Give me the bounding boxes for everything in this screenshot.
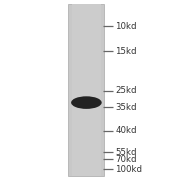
Text: 15kd: 15kd (115, 47, 137, 56)
Bar (68, 4, 104, 176)
Text: 40kd: 40kd (115, 126, 137, 135)
Ellipse shape (71, 96, 102, 109)
Text: 55kd: 55kd (115, 148, 137, 157)
Text: 70kd: 70kd (115, 155, 137, 164)
Text: 10kd: 10kd (115, 22, 137, 31)
Text: 35kd: 35kd (115, 103, 137, 112)
Bar (72, 4, 101, 176)
Text: 25kd: 25kd (115, 86, 137, 95)
Text: 100kd: 100kd (115, 165, 142, 174)
